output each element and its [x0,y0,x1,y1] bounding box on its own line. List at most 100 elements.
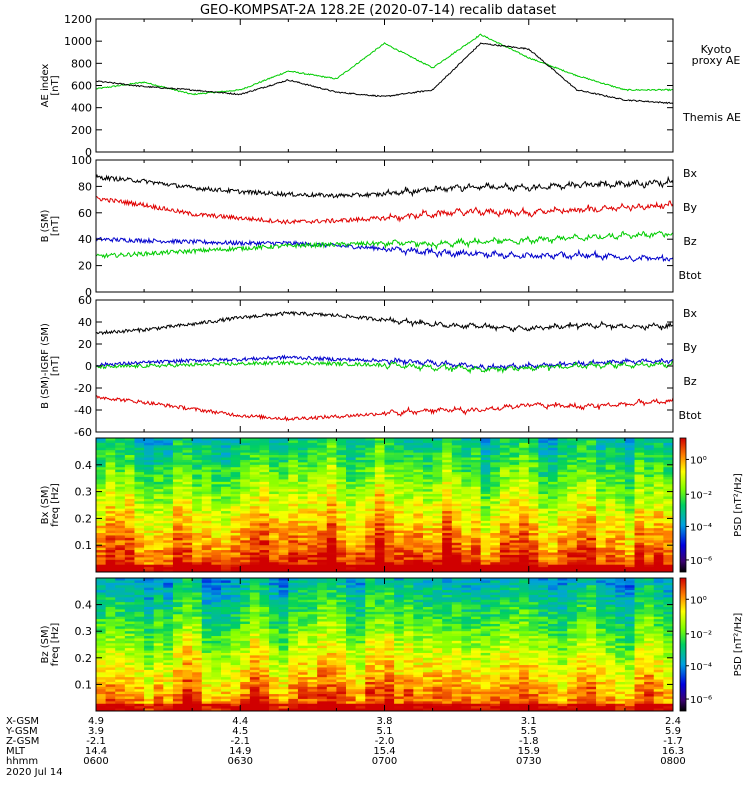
spectrogram-cell [115,590,126,593]
spectrogram-cell [624,535,635,539]
spectrogram-cell [230,467,241,471]
spectrogram-cell [230,508,241,512]
spectrogram-cell [124,462,135,466]
spectrogram-cell [557,533,568,536]
spectrogram-cell [557,515,568,519]
spectrogram-cell [528,564,539,568]
spectrogram-cell [509,472,520,475]
spectrogram-cell [201,457,212,461]
spectrogram-cell [115,479,126,483]
spectrogram-cell [596,508,607,512]
spectrogram-cell [221,597,232,601]
spectrogram-cell [461,503,472,507]
spectrogram-cell [346,484,357,488]
spectrogram-cell [124,511,135,514]
spectrogram-cell [230,552,241,556]
spectrogram-cell [288,550,299,553]
spectrogram-cell [394,467,405,471]
spectrogram-cell [278,691,289,695]
spectrogram-cell [451,481,462,485]
spectrogram-cell [115,638,126,642]
spectrogram-cell [259,491,270,495]
spectrogram-cell [624,440,635,444]
spectrogram-cell [115,445,126,449]
spectrogram-cell [163,508,174,512]
spectrogram-cell [586,447,597,451]
spectrogram-cell [278,640,289,644]
spectrogram-cell [230,578,241,581]
spectrogram-cell [240,467,251,471]
spectrogram-cell [201,633,212,637]
spectrogram-cell [115,547,126,551]
spectrogram-cell [653,537,664,541]
spectrogram-cell [288,518,299,522]
spectrogram-cell [346,638,357,642]
spectrogram-cell [336,491,347,495]
spectrogram-cell [201,450,212,454]
spectrogram-cell [269,696,280,700]
spectrogram-cell [230,607,241,610]
spectrogram-cell [240,452,251,456]
spectrogram-cell [422,455,433,458]
spectrogram-cell [519,438,530,441]
spectrogram-cell [259,679,270,683]
spectrogram-cell [384,469,395,473]
spectrogram-cell [336,535,347,539]
spectrogram-cell [211,691,222,695]
spectrogram-cell [240,523,251,527]
spectrogram-cell [221,474,232,478]
spectrogram-cell [288,537,299,541]
spectrogram-cell [442,472,453,475]
spectrogram-cell [547,520,558,524]
spectrogram-cell [509,438,520,441]
spectrogram-cell [403,489,414,492]
spectrogram-cell [249,518,260,522]
spectrogram-cell [259,515,270,519]
spectrogram-cell [413,464,424,468]
spectrogram-cell [249,677,260,680]
spectrogram-cell [124,599,135,603]
spectrogram-cell [269,523,280,527]
spectrogram-cell [499,469,510,473]
panel1-ytick-label: 100 [71,154,92,167]
spectrogram-cell [326,626,337,630]
spectrogram-cell [490,501,501,505]
spectrogram-cell [259,467,270,471]
spectrogram-cell [567,450,578,454]
spectrogram-cell [249,696,260,700]
spectrogram-cell [547,498,558,502]
spectrogram-cell [326,513,337,517]
spectrogram-cell [115,657,126,661]
spectrogram-cell [615,535,626,539]
spectrogram-cell [365,518,376,522]
spectrogram-cell [105,481,116,485]
spectrogram-cell [278,511,289,514]
spectrogram-cell [144,547,155,551]
spectrogram-cell [259,452,270,456]
spectrogram-cell [144,447,155,451]
spectrogram-cell [480,498,491,502]
spectrogram-cell [624,552,635,556]
spectrogram-cell [96,525,107,529]
spectrogram-cell [249,562,260,566]
spectrogram-cell [471,545,482,549]
spectrogram-cell [211,669,222,673]
spectrogram-cell [355,438,366,441]
spectrogram-cell [394,554,405,558]
spectrogram-cell [413,533,424,536]
spectrogram-cell [480,554,491,558]
spectrogram-cell [557,494,568,497]
spectrogram-cell [134,476,145,480]
spectrogram-cell [596,552,607,556]
spectrogram-cell [192,597,203,601]
spectrogram-cell [317,564,328,568]
spectrogram-cell [144,528,155,531]
spectrogram-cell [297,597,308,601]
spectrogram-cell [211,542,222,546]
spectrogram-cell [249,506,260,510]
spectrogram-cell [201,604,212,608]
spectrogram-cell [96,677,107,680]
spectrogram-cell [374,550,385,553]
spectrogram-cell [249,535,260,539]
spectrogram-cell [471,438,482,441]
